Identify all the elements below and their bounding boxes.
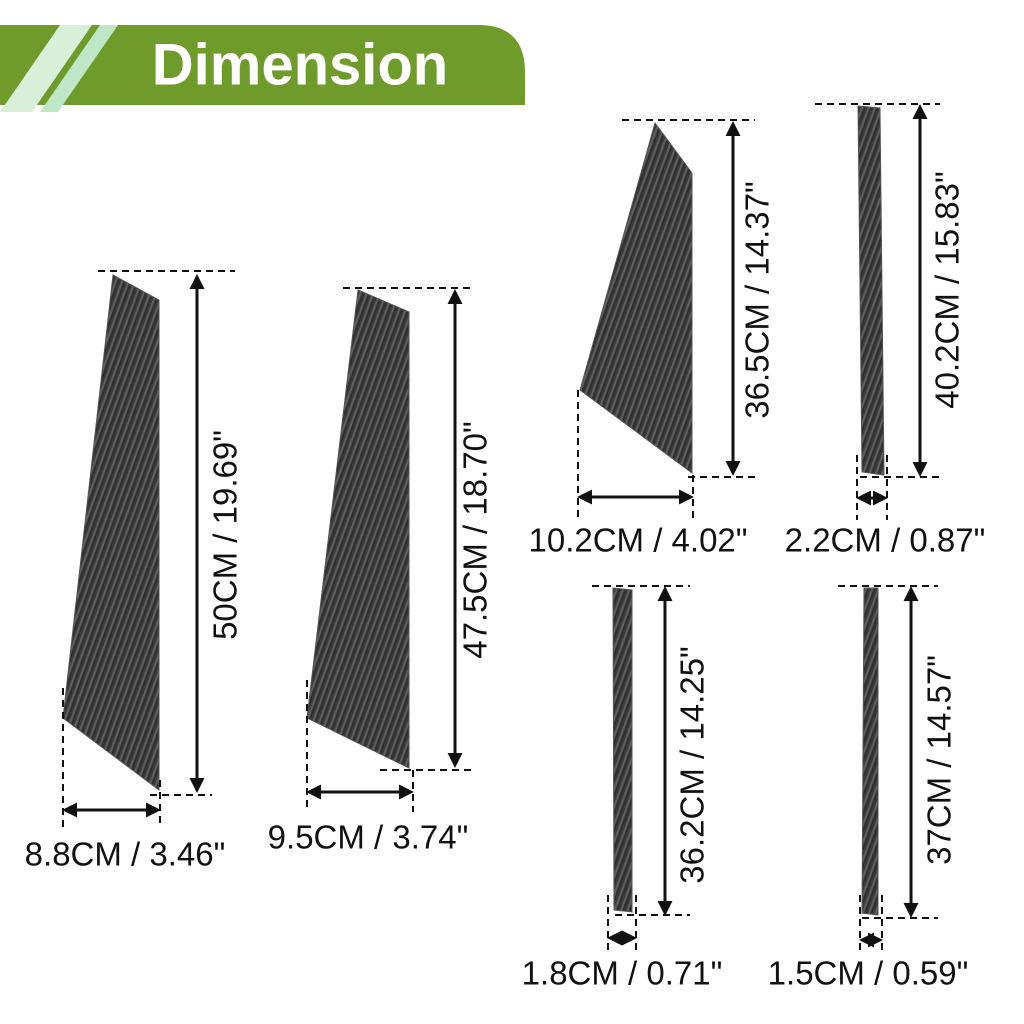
panel	[579, 121, 693, 474]
piece: 36.2CM / 14.25" 1.8CM / 0.71"	[522, 585, 723, 992]
banner: Dimension	[0, 25, 525, 112]
piece: 47.5CM / 18.70" 9.5CM / 3.74"	[268, 287, 494, 856]
panel	[861, 587, 879, 916]
height-label: 47.5CM / 18.70"	[457, 421, 494, 658]
panel	[857, 105, 885, 476]
title: Dimension	[152, 32, 449, 97]
height-label: 40.2CM / 15.83"	[929, 171, 966, 408]
piece: 36.5CM / 14.37" 10.2CM / 4.02"	[529, 119, 776, 559]
piece: 50CM / 19.69" 8.8CM / 3.46"	[25, 270, 244, 873]
width-label: 1.8CM / 0.71"	[522, 955, 723, 992]
panel	[612, 587, 633, 913]
width-label: 10.2CM / 4.02"	[529, 522, 748, 559]
height-label: 37CM / 14.57"	[921, 655, 958, 865]
panel	[306, 289, 410, 769]
height-label: 50CM / 19.69"	[207, 430, 244, 640]
height-label: 36.5CM / 14.37"	[739, 181, 776, 418]
height-label: 36.2CM / 14.25"	[674, 646, 711, 883]
width-label: 1.5CM / 0.59"	[768, 955, 969, 992]
width-label: 2.2CM / 0.87"	[785, 522, 986, 559]
piece: 37CM / 14.57" 1.5CM / 0.59"	[768, 585, 969, 992]
piece: 40.2CM / 15.83" 2.2CM / 0.87"	[785, 103, 986, 559]
panel	[62, 274, 160, 791]
width-label: 8.8CM / 3.46"	[25, 836, 226, 873]
width-label: 9.5CM / 3.74"	[268, 819, 469, 856]
